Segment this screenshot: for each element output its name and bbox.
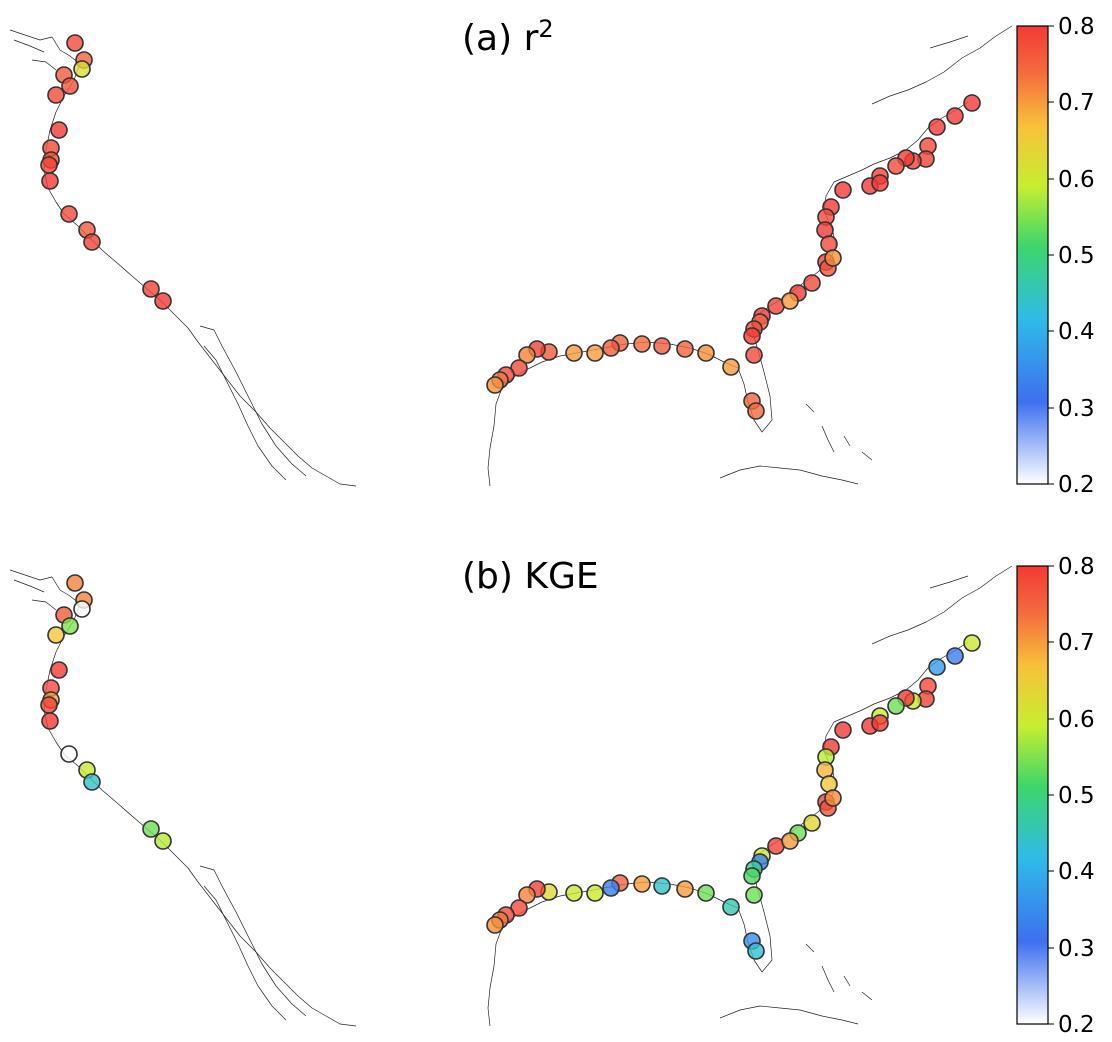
gauge-site-marker (871, 714, 889, 732)
colorbar-panel-a: 0.8 0.7 0.6 0.5 0.4 0.3 0.2 (1016, 14, 1095, 498)
colorbar-b-bar (1016, 565, 1049, 1025)
gauge-site-marker (486, 376, 504, 394)
gauge-site-marker (586, 884, 604, 902)
colorbar-a-tick-label: 0.8 (1058, 14, 1095, 40)
gauge-site-marker (887, 157, 905, 175)
gauge-site-marker (40, 156, 58, 174)
gauge-site-marker (946, 107, 964, 125)
gauge-site-marker (963, 94, 981, 112)
colorbar-b-tick-label: 0.8 (1058, 554, 1095, 580)
gauge-site-marker (824, 789, 842, 807)
gauge-site-marker (747, 942, 765, 960)
colorbar-a-tick-label: 0.6 (1058, 167, 1095, 193)
gauge-site-marker (142, 820, 160, 838)
panel-a-title: (a) r2 (462, 15, 554, 59)
gauge-site-marker (40, 696, 58, 714)
gauge-site-marker (887, 697, 905, 715)
gauge-site-marker (61, 617, 79, 635)
colorbar-a-tick-label: 0.7 (1058, 90, 1095, 116)
colorbar-b-tick-label: 0.7 (1058, 630, 1095, 656)
gauge-site-marker (803, 814, 821, 832)
gauge-site-marker (73, 600, 91, 618)
gauge-site-marker (834, 181, 852, 199)
colorbar-a-tick-label: 0.2 (1058, 472, 1095, 498)
gauge-site-marker (66, 34, 84, 52)
colorbar-b-tick-label: 0.2 (1058, 1012, 1095, 1038)
gauge-site-marker (722, 358, 740, 376)
gauge-site-marker (486, 916, 504, 934)
gauge-site-marker (824, 249, 842, 267)
gauge-site-marker (83, 773, 101, 791)
gauge-site-marker (61, 77, 79, 95)
gauge-site-marker (60, 745, 78, 763)
panel-a: (a) r2 (9, 14, 1095, 498)
gauge-site-marker (50, 661, 68, 679)
colorbar-a-ticks (1048, 25, 1054, 485)
gauge-site-marker (602, 879, 620, 897)
colorbar-b-tick-label: 0.4 (1058, 859, 1095, 885)
gauge-site-marker (47, 86, 65, 104)
coastline-panel-a (9, 25, 1013, 487)
coastline-panel-b (9, 565, 1013, 1027)
colorbar-a-tick-label: 0.3 (1058, 396, 1095, 422)
gauge-site-marker (928, 658, 946, 676)
gauge-site-marker (834, 721, 852, 739)
gauge-site-marker (518, 346, 536, 364)
panel-b-title: (b) KGE (462, 556, 599, 597)
gauge-site-marker (565, 884, 583, 902)
colorbar-b-ticks (1048, 565, 1054, 1025)
gauge-site-marker (73, 60, 91, 78)
gauge-site-marker (154, 832, 172, 850)
gauge-site-marker (697, 344, 715, 362)
colorbar-a-tick-label: 0.4 (1058, 319, 1095, 345)
gauge-site-marker (518, 886, 536, 904)
gauge-site-marker (745, 886, 763, 904)
gauge-site-marker (676, 340, 694, 358)
gauge-site-marker (565, 344, 583, 362)
gauge-site-marker (633, 335, 651, 353)
gauge-site-marker (747, 402, 765, 420)
gauge-site-marker (154, 292, 172, 310)
gauge-site-marker (743, 327, 761, 345)
gauge-site-marker (946, 647, 964, 665)
gauge-site-marker (745, 346, 763, 364)
gauge-site-marker (586, 344, 604, 362)
sites-panel-b (40, 574, 981, 960)
gauge-site-marker (743, 867, 761, 885)
gauge-site-marker (142, 280, 160, 298)
colorbar-b-tick-label: 0.6 (1058, 707, 1095, 733)
gauge-site-marker (41, 712, 59, 730)
gauge-site-marker (50, 121, 68, 139)
gauge-site-marker (781, 292, 799, 310)
gauge-site-marker (47, 626, 65, 644)
gauge-site-marker (653, 877, 671, 895)
gauge-site-marker (676, 880, 694, 898)
gauge-site-marker (602, 339, 620, 357)
gauge-site-marker (66, 574, 84, 592)
gauge-site-marker (633, 875, 651, 893)
gauge-site-marker (871, 174, 889, 192)
gauge-site-marker (41, 172, 59, 190)
gauge-site-marker (803, 274, 821, 292)
sites-panel-a (40, 34, 981, 420)
gauge-site-marker (781, 832, 799, 850)
colorbar-a-bar (1016, 25, 1049, 485)
colorbar-b-tick-label: 0.3 (1058, 936, 1095, 962)
gauge-site-marker (722, 898, 740, 916)
gauge-site-marker (697, 884, 715, 902)
gauge-site-marker (653, 337, 671, 355)
gauge-site-marker (83, 233, 101, 251)
gauge-site-marker (963, 634, 981, 652)
colorbar-b-tick-label: 0.5 (1058, 783, 1095, 809)
colorbar-a-tick-label: 0.5 (1058, 243, 1095, 269)
gauge-site-marker (60, 205, 78, 223)
colorbar-panel-b: 0.8 0.7 0.6 0.5 0.4 0.3 0.2 (1016, 554, 1095, 1038)
panel-b: (b) KGE 0.8 (9, 554, 1095, 1038)
gauge-site-marker (928, 118, 946, 136)
